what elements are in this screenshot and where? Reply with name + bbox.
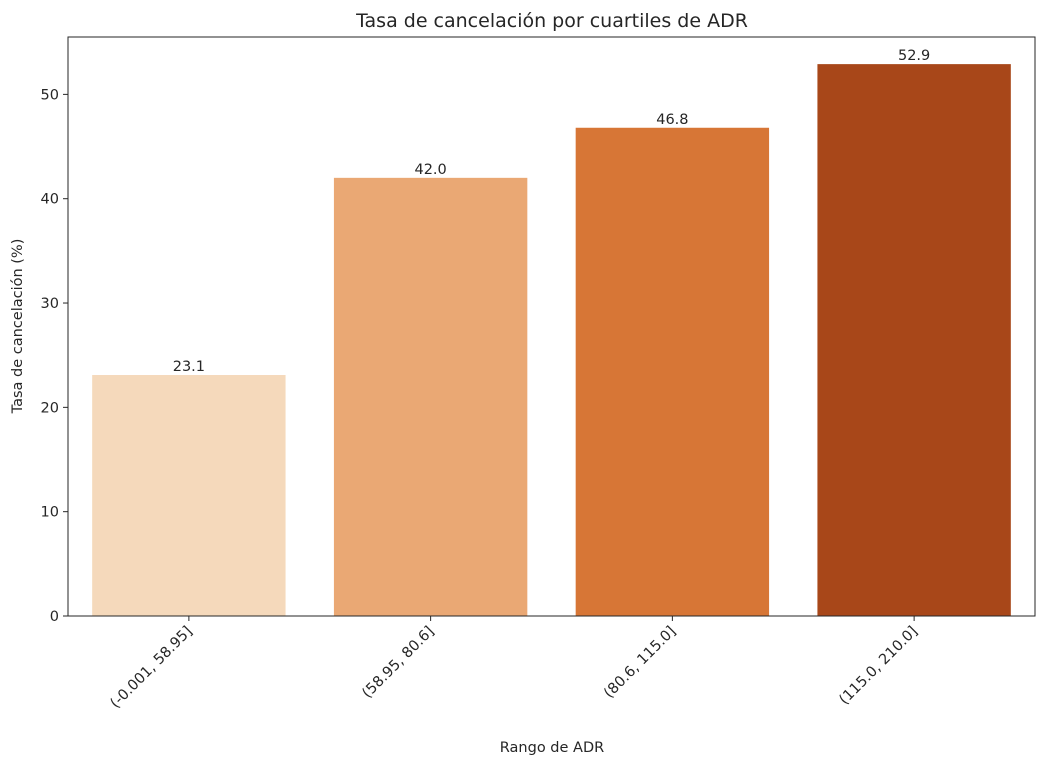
bar-value-label-3: 46.8 [656,112,688,128]
bar-value-label-4: 52.9 [898,48,930,64]
bar-value-label-1: 23.1 [173,359,205,375]
y-tick-label-2: 10 [41,505,59,521]
y-tick-label-3: 20 [41,400,59,416]
x-tick-label-2: (58.95, 80.6] [359,624,437,702]
bar-1 [92,375,286,616]
bar-4 [817,64,1011,616]
chart-title: Tasa de cancelación por cuartiles de ADR [355,10,748,32]
bar-2 [333,177,528,617]
x-axis-label: Rango de ADR [500,740,604,756]
y-tick-label-4: 30 [41,296,59,312]
x-tick-label-1: (-0.001, 58.95] [107,624,195,712]
bar-3 [575,127,770,617]
x-tick-label-3: (80.6, 115.0] [601,624,679,702]
bars-layer [92,64,1011,617]
y-tick-label-6: 50 [41,87,59,103]
plot-frame [67,36,1036,617]
y-axis-ticks: 0 10 20 30 40 50 [41,87,68,625]
y-axis-label: Tasa de cancelación (%) [10,239,26,415]
x-tick-label-4: (115.0, 210.0] [836,624,921,709]
y-tick-label-1: 0 [50,609,59,625]
value-labels-layer: 23.1 42.0 46.8 52.9 [173,48,931,375]
bar-value-label-2: 42.0 [414,162,446,178]
y-tick-label-5: 40 [41,192,59,208]
x-axis-ticks: (-0.001, 58.95] (58.95, 80.6] (80.6, 115.0… [107,616,921,712]
